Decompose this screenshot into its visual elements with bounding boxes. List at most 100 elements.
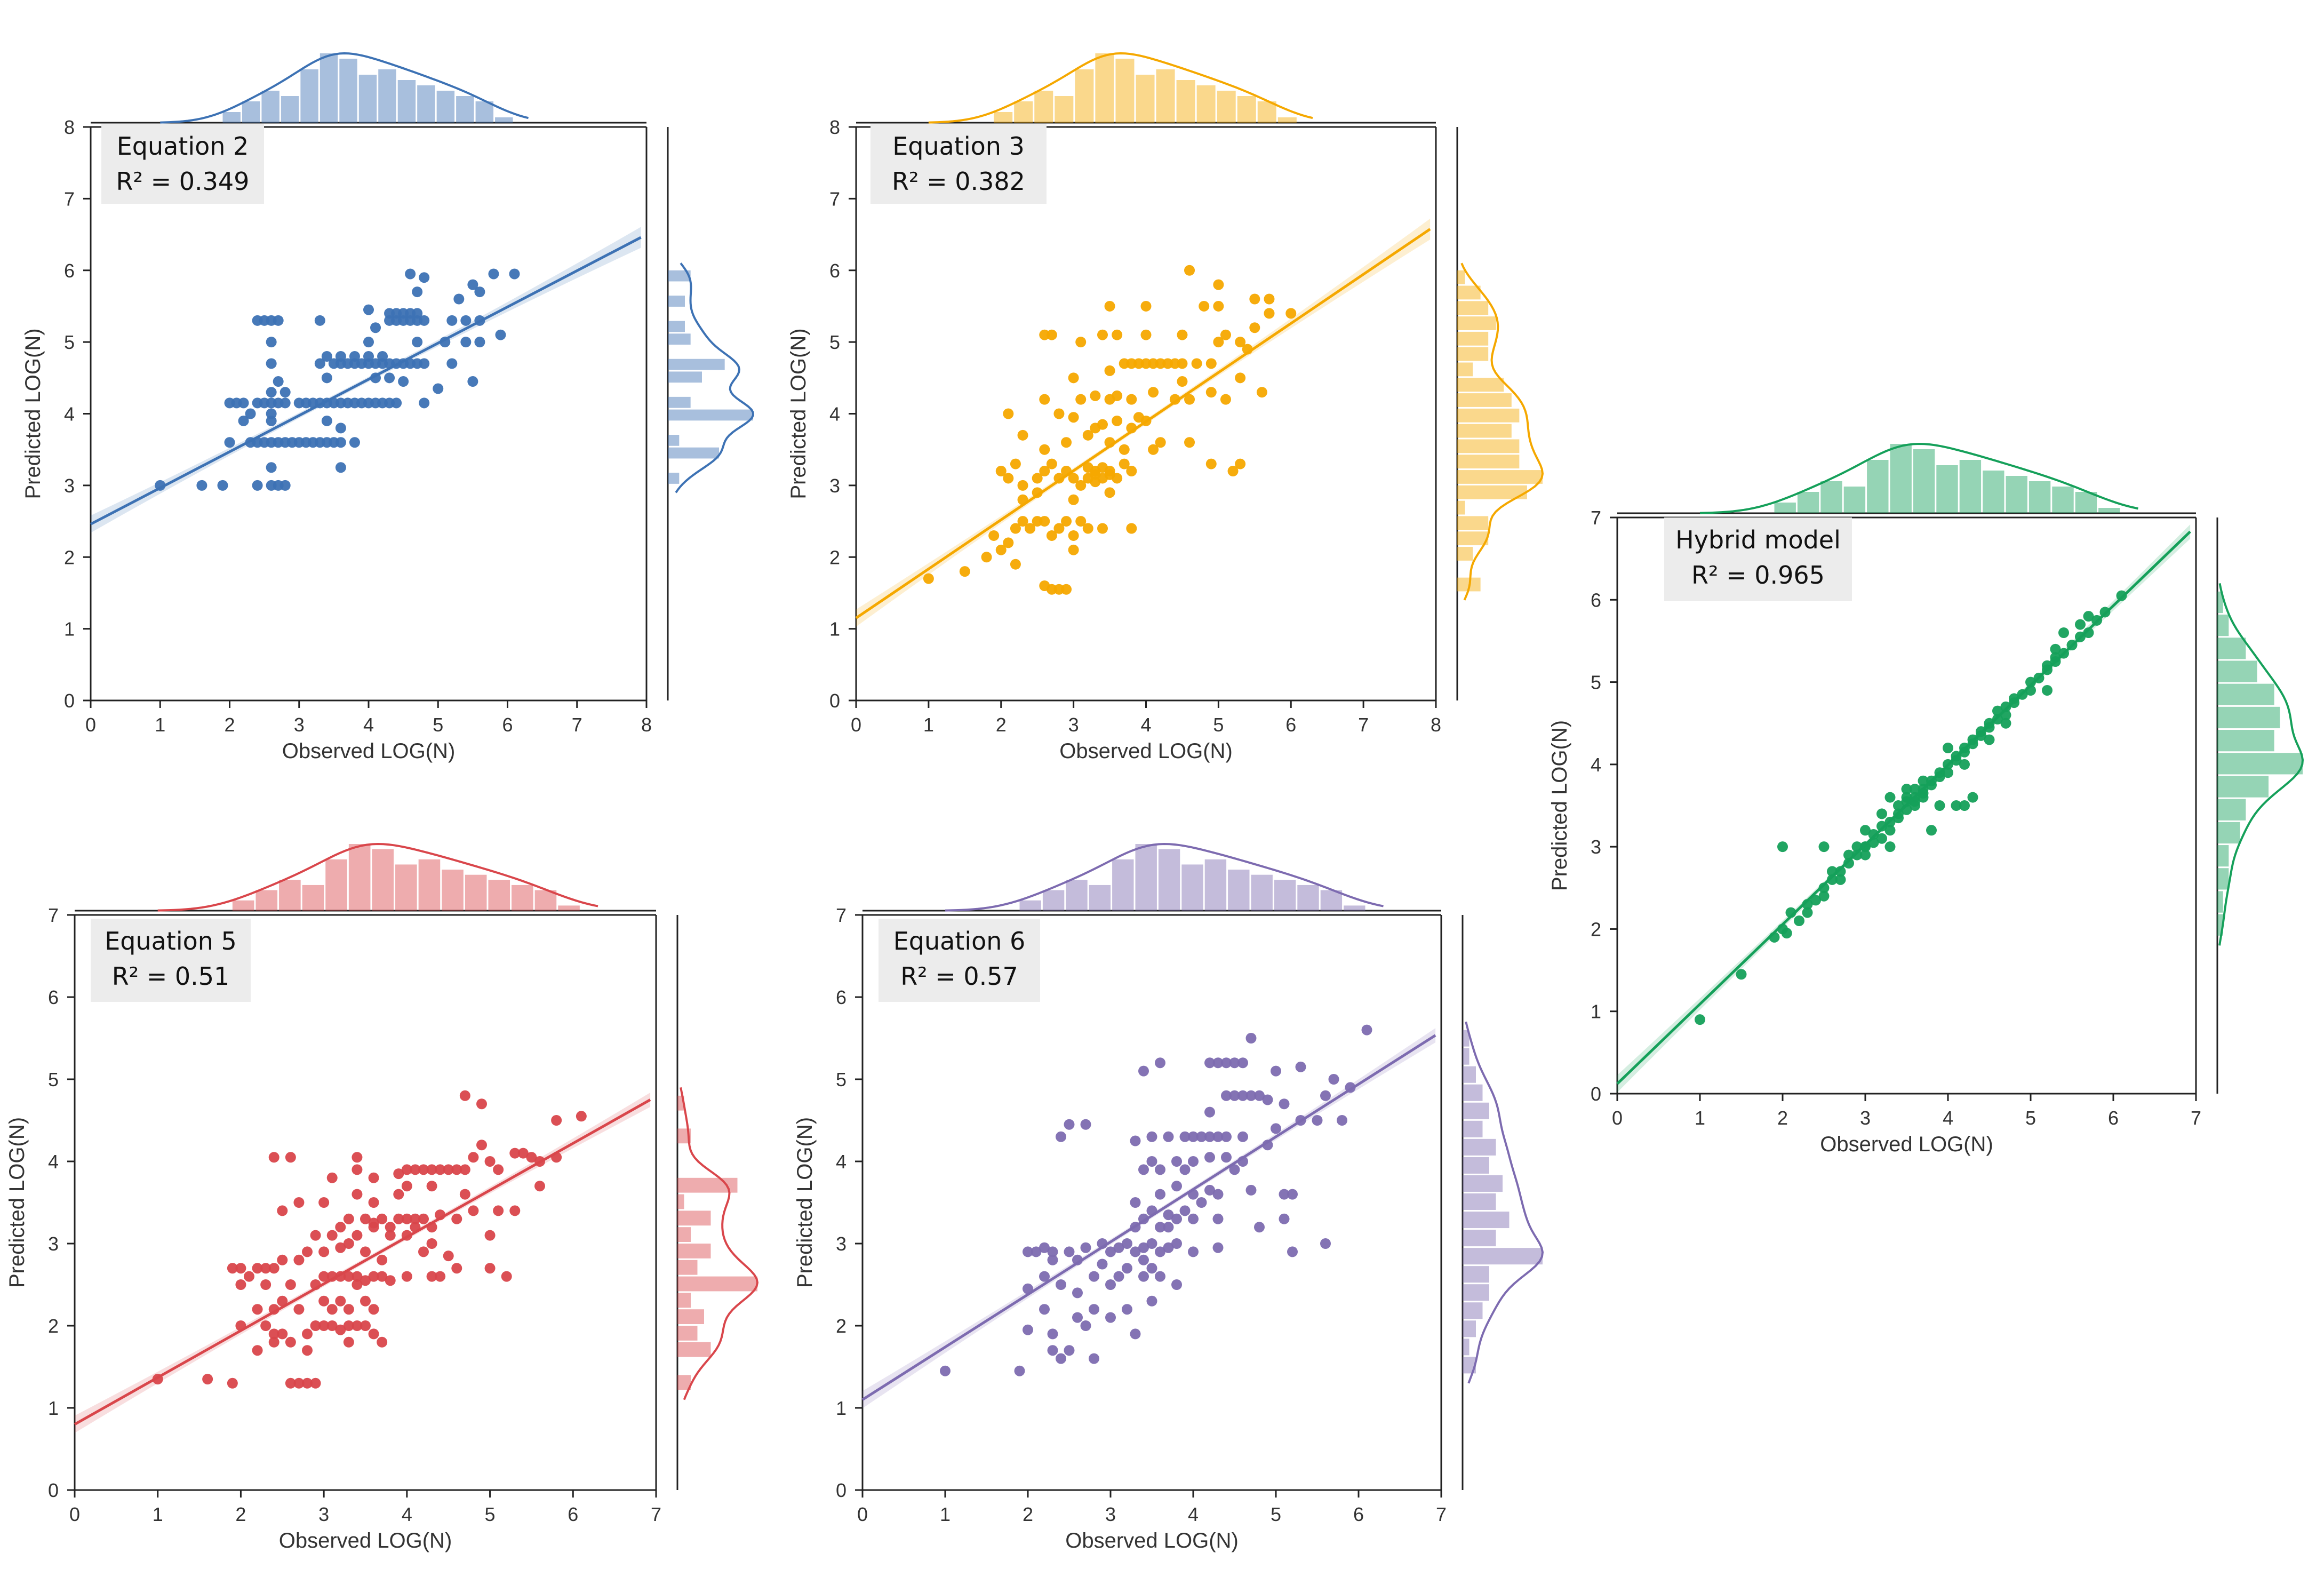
top-hist-bar (1204, 859, 1227, 911)
annotation-background (1664, 517, 1852, 601)
data-point (1287, 1189, 1298, 1200)
data-point (302, 1345, 313, 1356)
right-hist-bar (1457, 531, 1489, 546)
data-point (279, 397, 291, 409)
data-point (1860, 841, 1871, 853)
data-point (1104, 300, 1115, 312)
top-hist-bar (1820, 481, 1842, 513)
right-hist-bar (677, 1244, 711, 1259)
data-point (302, 1328, 313, 1340)
data-point (1068, 473, 1079, 484)
top-hist-bar (1257, 101, 1276, 123)
data-point (412, 308, 423, 319)
right-hist-bar (1463, 1066, 1476, 1083)
data-point (260, 1263, 271, 1274)
data-point (377, 351, 388, 362)
data-point (459, 1189, 470, 1200)
data-point (1056, 1279, 1066, 1290)
top-hist-bar (994, 112, 1013, 123)
data-point (1155, 1271, 1165, 1282)
data-point (1122, 1304, 1132, 1315)
data-point (268, 1328, 279, 1340)
x-axis-label: Observed LOG(N) (1065, 1529, 1239, 1552)
data-point (273, 315, 284, 326)
data-point (335, 1242, 346, 1253)
data-point (1221, 1131, 1232, 1142)
x-tick-label: 6 (502, 714, 513, 736)
top-hist-bar (397, 80, 416, 123)
top-kde-curve (928, 52, 1313, 124)
data-point (314, 315, 325, 326)
data-point (1138, 1271, 1149, 1282)
data-point (252, 1345, 263, 1356)
data-point (1133, 412, 1144, 423)
data-point (335, 437, 346, 448)
data-point (335, 1295, 346, 1307)
top-kde-curve (160, 52, 529, 124)
data-point (1097, 523, 1108, 534)
data-point (217, 480, 228, 491)
data-point (1212, 1057, 1224, 1069)
data-point (1179, 1131, 1191, 1142)
data-point (1113, 1242, 1124, 1253)
top-hist-bar (348, 844, 371, 911)
data-point (1010, 458, 1021, 469)
right-hist-bar (1463, 1248, 1543, 1265)
data-point (326, 1320, 338, 1331)
top-hist-bar (279, 880, 301, 911)
data-point (1893, 800, 1904, 811)
right-hist-bar (668, 321, 685, 332)
data-point (1736, 969, 1747, 980)
right-hist-bar (1457, 424, 1512, 438)
data-point (1229, 1164, 1240, 1175)
data-point (1179, 1164, 1191, 1175)
right-hist-bar (1463, 1030, 1470, 1047)
data-point (343, 1320, 354, 1331)
top-kde-curve (1699, 442, 2138, 514)
y-tick-label: 6 (836, 986, 846, 1008)
data-point (1122, 1263, 1132, 1274)
data-point (419, 358, 430, 369)
annotation-title: Equation 6 (893, 927, 1026, 955)
y-tick-label: 5 (1591, 672, 1601, 694)
data-point (285, 1377, 296, 1389)
data-point (1047, 1254, 1058, 1265)
y-tick-label: 1 (48, 1397, 59, 1419)
data-point (1163, 1209, 1174, 1221)
data-point (1047, 1246, 1058, 1257)
data-point (476, 1098, 487, 1110)
x-tick-label: 3 (1105, 1503, 1116, 1525)
x-tick-label: 5 (1213, 714, 1224, 736)
top-hist-bar (1890, 444, 1912, 513)
data-point (1155, 437, 1166, 448)
data-point (266, 387, 277, 398)
data-point (318, 1246, 330, 1257)
right-hist-bar (2217, 730, 2274, 752)
right-kde-curve (2218, 583, 2304, 946)
data-point (453, 293, 465, 305)
data-point (368, 1197, 379, 1208)
top-hist-bar (1176, 80, 1195, 123)
data-point (1204, 1057, 1215, 1069)
right-hist-bar (1457, 270, 1465, 284)
data-point (293, 1197, 305, 1208)
y-tick-label: 2 (64, 546, 75, 568)
data-point (1860, 849, 1871, 861)
right-hist-bar (1457, 408, 1520, 423)
data-point (293, 1254, 305, 1265)
data-point (2042, 685, 2053, 696)
data-point (1205, 358, 1217, 369)
data-point (410, 1213, 421, 1224)
data-point (419, 315, 430, 326)
top-hist-bar (395, 864, 417, 911)
data-point (1943, 767, 1953, 778)
right-hist-bar (1463, 1230, 1496, 1247)
top-hist-bar (1297, 885, 1319, 911)
data-point (1213, 337, 1224, 348)
data-point (370, 322, 381, 333)
data-point (923, 573, 934, 584)
data-point (1295, 1061, 1306, 1072)
data-point (534, 1181, 545, 1192)
data-point (235, 1279, 246, 1290)
y-axis-label: Predicted LOG(N) (1548, 720, 1571, 891)
